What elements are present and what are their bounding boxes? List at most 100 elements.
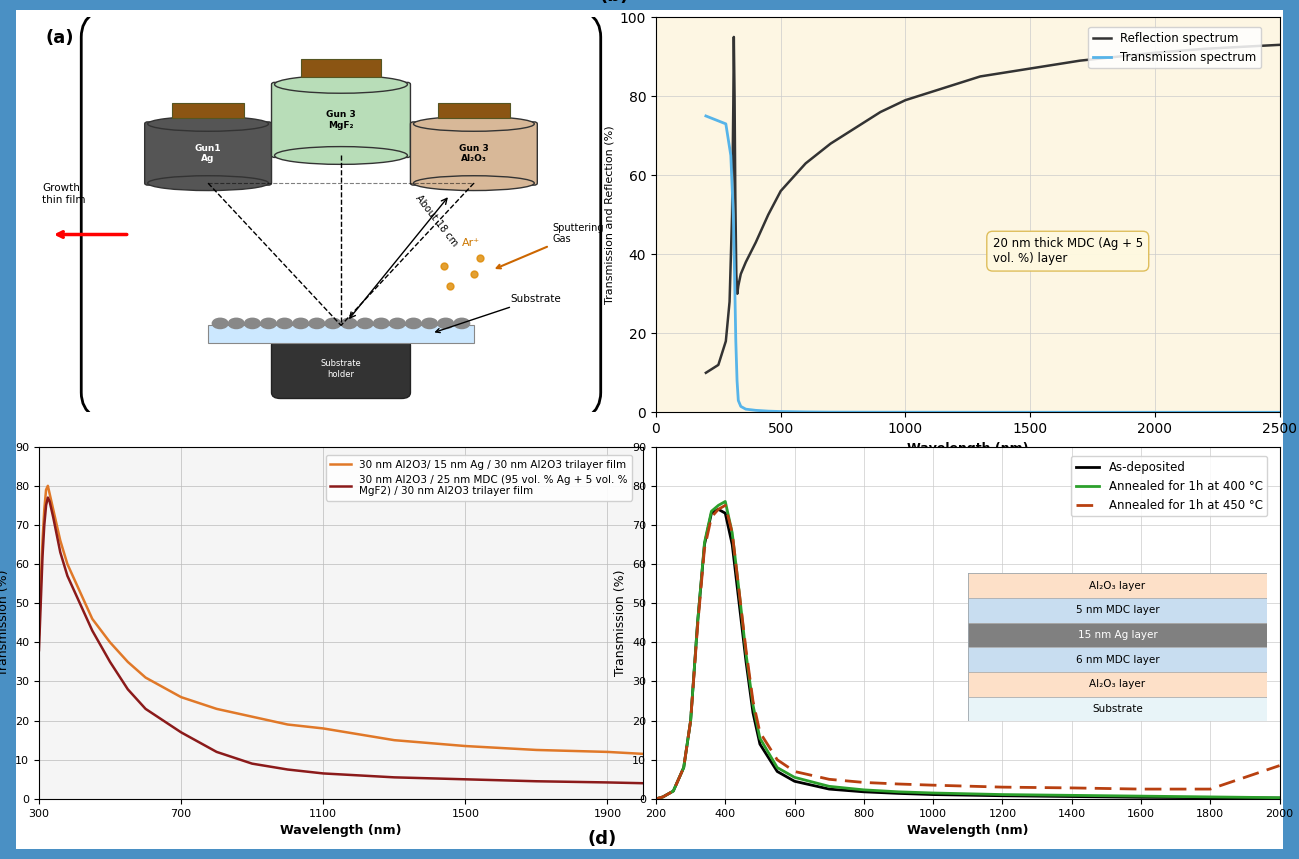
Annealed for 1h at 450 °C	[690, 622, 705, 632]
Y-axis label: Transmission (%): Transmission (%)	[613, 570, 626, 676]
Text: Ar⁺: Ar⁺	[462, 238, 479, 248]
Ellipse shape	[274, 147, 408, 164]
Transmission spectrum	[724, 150, 739, 161]
Legend: As-deposited, Annealed for 1h at 400 °C, Annealed for 1h at 450 °C: As-deposited, Annealed for 1h at 400 °C,…	[1070, 456, 1268, 516]
Annealed for 1h at 450 °C	[1133, 784, 1148, 795]
Annealed for 1h at 400 °C	[1064, 790, 1079, 801]
Transmission spectrum	[727, 336, 743, 346]
Annealed for 1h at 400 °C	[821, 781, 837, 791]
Annealed for 1h at 400 °C	[665, 786, 681, 796]
Transmission spectrum	[726, 269, 742, 279]
Text: Substrate: Substrate	[435, 294, 561, 332]
Reflection spectrum	[1072, 56, 1087, 66]
Reflection spectrum	[727, 190, 743, 200]
Annealed for 1h at 400 °C	[696, 538, 712, 548]
FancyBboxPatch shape	[271, 82, 410, 157]
Reflection spectrum	[1147, 47, 1163, 58]
Annealed for 1h at 400 °C	[725, 527, 740, 538]
Circle shape	[342, 319, 357, 328]
Circle shape	[212, 319, 229, 328]
FancyBboxPatch shape	[410, 122, 538, 186]
Reflection spectrum	[726, 99, 742, 109]
Reflection spectrum	[726, 32, 742, 42]
Transmission spectrum	[1272, 407, 1287, 417]
Reflection spectrum	[733, 269, 748, 279]
Annealed for 1h at 450 °C	[738, 645, 753, 655]
Ellipse shape	[148, 117, 269, 131]
Transmission spectrum	[729, 375, 744, 386]
As-deposited	[675, 763, 691, 773]
Legend: Reflection spectrum, Transmission spectrum: Reflection spectrum, Transmission spectr…	[1089, 27, 1261, 69]
Ellipse shape	[148, 176, 269, 191]
Circle shape	[390, 319, 405, 328]
Line: Reflection spectrum: Reflection spectrum	[705, 37, 1280, 373]
Text: (b): (b)	[600, 0, 629, 5]
Line: Transmission spectrum: Transmission spectrum	[705, 116, 1280, 412]
Reflection spectrum	[726, 91, 742, 101]
Transmission spectrum	[773, 406, 788, 417]
Reflection spectrum	[729, 269, 744, 279]
Circle shape	[438, 319, 453, 328]
Annealed for 1h at 400 °C	[655, 792, 670, 802]
As-deposited	[746, 708, 761, 718]
Annealed for 1h at 450 °C	[731, 587, 747, 597]
Transmission spectrum	[798, 407, 813, 417]
Reflection spectrum	[1022, 64, 1038, 74]
Annealed for 1h at 450 °C	[696, 543, 712, 553]
Reflection spectrum	[798, 158, 813, 168]
Transmission spectrum	[738, 404, 753, 414]
Reflection spectrum	[822, 138, 838, 149]
Annealed for 1h at 450 °C	[925, 780, 940, 790]
As-deposited	[769, 766, 785, 777]
Transmission spectrum	[1147, 407, 1163, 417]
Line: Annealed for 1h at 400 °C: Annealed for 1h at 400 °C	[656, 502, 1280, 799]
Annealed for 1h at 450 °C	[725, 527, 740, 538]
Transmission spectrum	[760, 406, 776, 417]
Annealed for 1h at 450 °C	[717, 500, 733, 510]
Text: (a): (a)	[45, 29, 74, 47]
Line: As-deposited: As-deposited	[656, 509, 1280, 799]
Reflection spectrum	[873, 107, 889, 117]
Transmission spectrum	[1022, 407, 1038, 417]
Circle shape	[244, 319, 260, 328]
Reflection spectrum	[922, 87, 938, 97]
Text: Gun 3
Al₂O₃: Gun 3 Al₂O₃	[459, 143, 488, 163]
Reflection spectrum	[725, 210, 740, 220]
Annealed for 1h at 450 °C	[746, 696, 761, 706]
FancyBboxPatch shape	[271, 339, 410, 399]
As-deposited	[683, 716, 699, 726]
Circle shape	[325, 319, 340, 328]
Circle shape	[373, 319, 390, 328]
Annealed for 1h at 400 °C	[717, 497, 733, 507]
Reflection spectrum	[718, 336, 734, 346]
Circle shape	[453, 319, 470, 328]
Annealed for 1h at 400 °C	[1272, 793, 1287, 803]
As-deposited	[711, 504, 726, 515]
Annealed for 1h at 450 °C	[769, 754, 785, 765]
Annealed for 1h at 400 °C	[738, 649, 753, 659]
Annealed for 1h at 400 °C	[704, 506, 720, 516]
Reflection spectrum	[973, 71, 989, 82]
Annealed for 1h at 450 °C	[655, 792, 670, 802]
Bar	[438, 103, 511, 118]
Text: (d): (d)	[587, 830, 617, 848]
Annealed for 1h at 450 °C	[891, 779, 907, 789]
As-deposited	[717, 508, 733, 518]
Annealed for 1h at 450 °C	[1064, 783, 1079, 793]
Reflection spectrum	[722, 296, 738, 307]
Circle shape	[309, 319, 325, 328]
Annealed for 1h at 400 °C	[856, 785, 872, 795]
Text: Substrate
holder: Substrate holder	[321, 359, 361, 379]
Bar	[171, 103, 244, 118]
Reflection spectrum	[738, 257, 753, 267]
Annealed for 1h at 450 °C	[1203, 784, 1218, 795]
Ellipse shape	[413, 117, 534, 131]
Annealed for 1h at 400 °C	[1203, 792, 1218, 802]
Circle shape	[261, 319, 277, 328]
Bar	[301, 59, 381, 77]
Text: About 18 cm: About 18 cm	[413, 193, 460, 248]
Transmission spectrum	[822, 407, 838, 417]
Transmission spectrum	[748, 405, 764, 416]
As-deposited	[925, 789, 940, 800]
Ellipse shape	[274, 76, 408, 94]
